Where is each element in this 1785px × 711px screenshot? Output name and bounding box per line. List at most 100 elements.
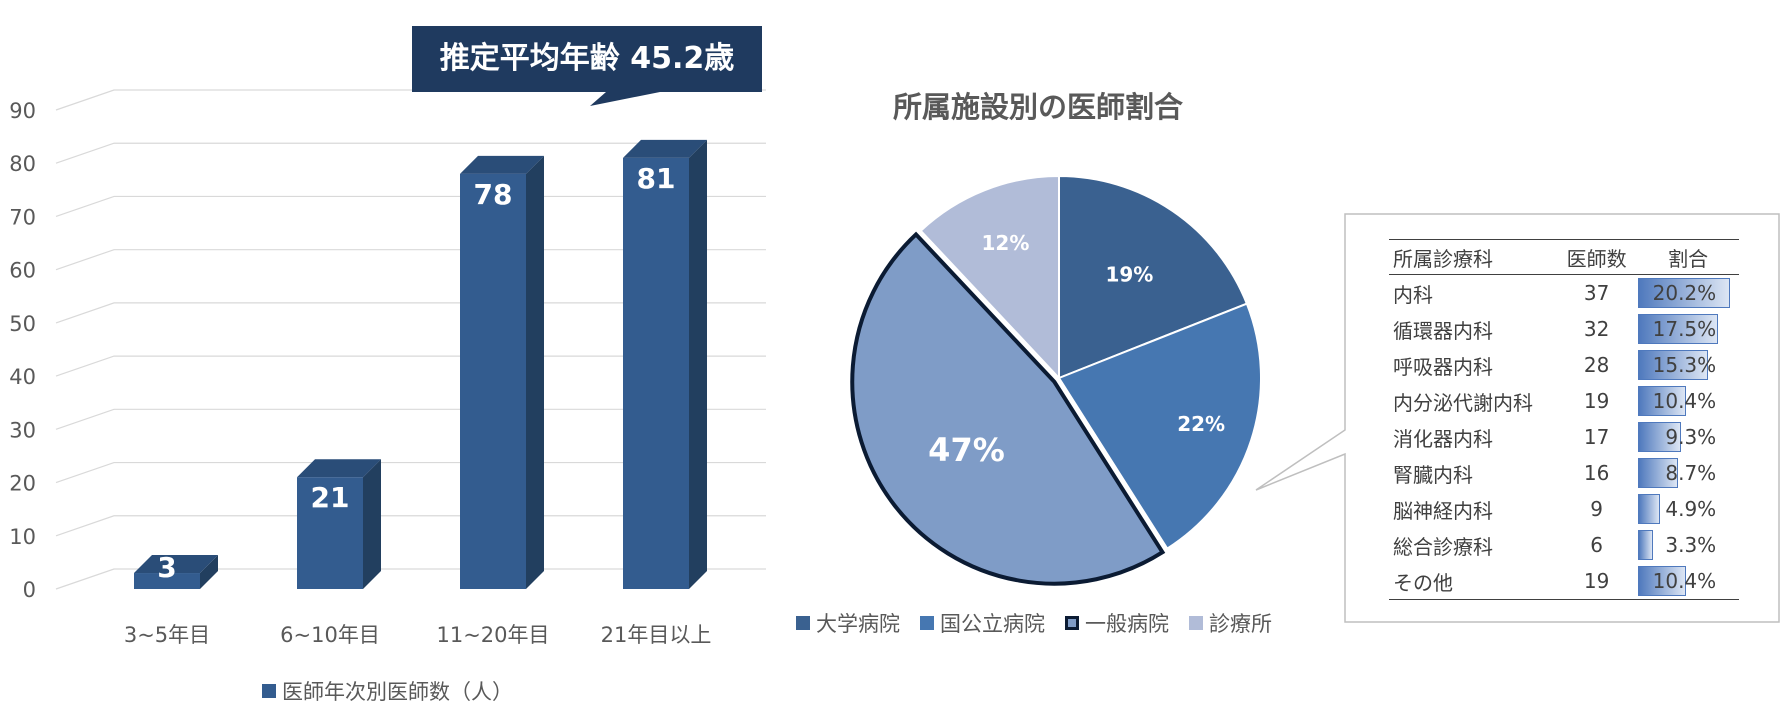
- pie-slice: [919, 174, 1060, 381]
- table-row: 内分泌代謝内科 19 10.4%: [1389, 383, 1739, 419]
- bar-top: [297, 459, 381, 478]
- bar-side: [689, 139, 707, 589]
- ratio-bar-fill: [1638, 422, 1681, 452]
- column-header-ratio: 割合: [1632, 239, 1739, 275]
- y-tick-label: 80: [9, 152, 36, 176]
- doctor-count: 28: [1583, 353, 1610, 377]
- bar-group: 78: [460, 155, 544, 589]
- ratio-label: 10.4%: [1652, 389, 1717, 413]
- ratio-bar-fill: [1638, 314, 1718, 344]
- legend-label-general: 一般病院: [1085, 612, 1169, 636]
- ratio-cell: 17.5%: [1632, 311, 1739, 347]
- ratio-bar-fill: [1638, 494, 1661, 524]
- pie-chart-legend: 大学病院 国公立病院 一般病院 診療所: [796, 608, 1292, 638]
- y-tick-label: 0: [23, 578, 36, 602]
- ratio-label: 17.5%: [1652, 317, 1717, 341]
- y-tick-label: 40: [9, 365, 36, 389]
- y-tick-label: 90: [9, 99, 36, 123]
- ratio-label: 10.4%: [1652, 569, 1717, 593]
- ratio-bar-fill: [1638, 386, 1686, 416]
- gridline: [55, 142, 766, 164]
- doctor-count: 6: [1590, 533, 1603, 557]
- pie-chart-title: 所属施設別の医師割合: [892, 90, 1183, 124]
- ratio-bar-fill: [1638, 350, 1708, 380]
- bar-value-label: 21: [311, 481, 350, 514]
- ratio-cell: 10.4%: [1632, 383, 1739, 419]
- bar: [134, 573, 200, 589]
- x-category-label: 3~5年目: [124, 623, 210, 647]
- ratio-bar-fill: [1638, 458, 1678, 488]
- doctor-count: 19: [1561, 563, 1633, 600]
- pie-slice: [850, 231, 1166, 586]
- legend-label-clinic: 診療所: [1209, 612, 1272, 636]
- pie-slice-label: 22%: [1177, 412, 1225, 436]
- table-row: 循環器内科 32 17.5%: [1389, 311, 1739, 347]
- department-name: 脳神経内科: [1393, 498, 1493, 523]
- bar-side: [526, 155, 544, 589]
- y-tick-label: 30: [9, 418, 36, 442]
- bar-chart-legend: 医師年次別医師数（人）: [262, 676, 513, 706]
- pie-slice-label: 47%: [928, 431, 1005, 469]
- ratio-label: 8.7%: [1665, 461, 1717, 485]
- ratio-cell: 3.3%: [1632, 527, 1739, 563]
- bar-chart-x-axis: 3~5年目 6~10年目 11~20年目 21年目以上: [124, 623, 712, 647]
- bar-side: [363, 459, 381, 589]
- department-name: 消化器内科: [1393, 426, 1493, 451]
- ratio-data-bar: 15.3%: [1638, 350, 1730, 380]
- legend-swatch-general: [1065, 616, 1079, 630]
- table-row: その他 19 10.4%: [1389, 563, 1739, 600]
- pie-slice: [1058, 174, 1249, 380]
- legend-item-clinic: 診療所: [1189, 608, 1272, 638]
- bar-top: [460, 155, 544, 174]
- y-tick-label: 60: [9, 259, 36, 283]
- bar-value-label: 78: [474, 178, 513, 211]
- legend-label-university: 大学病院: [816, 612, 900, 636]
- y-tick-label: 50: [9, 312, 36, 336]
- ratio-data-bar: 10.4%: [1638, 566, 1730, 596]
- ratio-data-bar: 9.3%: [1638, 422, 1730, 452]
- gridline: [55, 408, 766, 430]
- gridline: [55, 302, 766, 324]
- pie-slice-label: 12%: [982, 231, 1030, 255]
- ratio-data-bar: 10.4%: [1638, 386, 1730, 416]
- legend-swatch-clinic: [1189, 616, 1203, 630]
- bar-group: 3: [134, 551, 218, 589]
- legend-label-public: 国公立病院: [940, 612, 1045, 636]
- table-row: 呼吸器内科 28 15.3%: [1389, 347, 1739, 383]
- legend-swatch-doctor-count: [262, 684, 276, 698]
- ratio-data-bar: 17.5%: [1638, 314, 1730, 344]
- column-header-department: 所属診療科: [1389, 239, 1562, 275]
- table-row: 総合診療科 6 3.3%: [1389, 527, 1739, 563]
- gridline: [55, 195, 766, 218]
- legend-swatch-public: [920, 616, 934, 630]
- pie-slice-label: 19%: [1105, 262, 1153, 286]
- x-category-label: 6~10年目: [280, 623, 380, 647]
- department-name: その他: [1389, 563, 1562, 600]
- y-tick-label: 70: [9, 205, 36, 229]
- bar-chart-bars: 3 21 78 81: [134, 139, 707, 589]
- bar-top: [623, 139, 707, 158]
- legend-item-university: 大学病院: [796, 608, 900, 638]
- ratio-bar-fill: [1638, 566, 1686, 596]
- bar-side: [200, 555, 218, 589]
- bar: [460, 173, 526, 589]
- average-age-callout: 推定平均年齢 45.2歳: [439, 41, 735, 76]
- y-tick-label: 10: [9, 525, 36, 549]
- department-name: 腎臓内科: [1393, 462, 1473, 487]
- ratio-label: 3.3%: [1665, 533, 1717, 557]
- ratio-label: 4.9%: [1665, 497, 1717, 521]
- ratio-cell: 8.7%: [1632, 455, 1739, 491]
- department-name: 呼吸器内科: [1393, 354, 1493, 379]
- gridline: [55, 355, 766, 377]
- bar-chart-y-axis: 0 10 20 30 40 50 60 70 80 90: [9, 99, 36, 602]
- gridline: [55, 249, 766, 271]
- table-header-row: 所属診療科 医師数 割合: [1389, 239, 1739, 275]
- table-row: 腎臓内科 16 8.7%: [1389, 455, 1739, 491]
- gridline: [55, 461, 766, 484]
- legend-item-general: 一般病院: [1065, 608, 1169, 638]
- bar-top: [134, 555, 218, 574]
- ratio-label: 20.2%: [1652, 281, 1717, 305]
- ratio-data-bar: 20.2%: [1638, 278, 1731, 308]
- ratio-data-bar: 4.9%: [1638, 494, 1730, 524]
- table-row: 消化器内科 17 9.3%: [1389, 419, 1739, 455]
